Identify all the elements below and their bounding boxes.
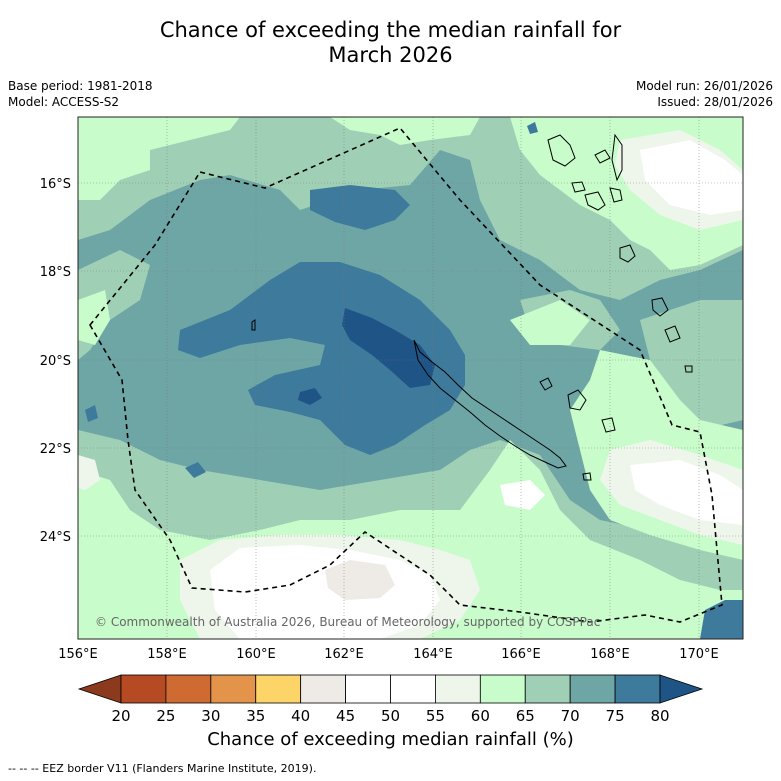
model-run: Model run: 26/01/2026: [635, 79, 773, 93]
colorbar-extend-low: [77, 674, 122, 704]
colorbar-segment: [255, 674, 302, 704]
colorbar-segment: [390, 674, 436, 704]
meta-right: Model run: 26/01/2026 Issued: 28/01/2026: [636, 78, 773, 110]
field-45-55-east: [500, 480, 545, 510]
colorbar-segment: [210, 674, 257, 704]
colorbar-tick-label: 30: [201, 707, 220, 725]
field-45-55-ne: [640, 140, 743, 215]
colorbar-tick-label: 50: [381, 707, 400, 725]
field-45-55-se: [630, 460, 743, 525]
lon-label: 158°E: [147, 647, 187, 662]
colorbar-tick-label: 55: [426, 707, 445, 725]
field-40-45-south: [325, 560, 395, 600]
colorbar-segment: [479, 674, 526, 704]
field-60-65-north-west: [78, 117, 240, 200]
colorbar-title: Chance of exceeding median rainfall (%): [207, 729, 574, 750]
small-island-west: [251, 319, 256, 331]
colorbar: 20 25 30 35 40 45 50 55 60 65 70 75 80: [77, 674, 704, 725]
lat-label: 22°S: [40, 442, 71, 457]
field-60-65-east-mid: [510, 300, 590, 345]
field-75-80-small-west: [85, 405, 98, 422]
map-title-line2: March 2026: [328, 43, 453, 67]
loyalty-island-1: [539, 377, 553, 391]
colorbar-segment: [345, 674, 391, 704]
vanuatu-9: [664, 325, 681, 343]
longitude-labels: 156°E 158°E 160°E 162°E 164°E 166°E 168°…: [58, 647, 719, 662]
loyalty-island-2: [567, 389, 587, 411]
map-title-line1: Chance of exceeding the median rainfall …: [159, 18, 622, 42]
issued-date: Issued: 28/01/2026: [657, 95, 773, 109]
field-75-80-ne-small: [527, 122, 538, 134]
colorbar-segment: [300, 674, 346, 704]
colorbar-extend-high: [659, 674, 704, 704]
vanuatu-7: [619, 244, 636, 263]
lon-label: 166°E: [501, 647, 541, 662]
colorbar-segment: [614, 674, 661, 704]
eez-footnote: -- -- -- EEZ border V11 (Flanders Marine…: [8, 762, 317, 775]
field-55-60-west: [78, 455, 100, 490]
vanuatu-6: [609, 187, 623, 203]
lon-label: 168°E: [590, 647, 630, 662]
map-frame: [77, 116, 744, 640]
lat-label: 24°S: [40, 530, 71, 545]
field-60-65-north-mid: [330, 117, 480, 145]
colorbar-segment: [120, 674, 167, 704]
field-60-65-west: [78, 290, 110, 345]
field-75-80-central: [178, 262, 465, 455]
colorbar-tick-label: 25: [156, 707, 175, 725]
lon-label: 164°E: [413, 647, 453, 662]
meta-left: Base period: 1981-2018 Model: ACCESS-S2: [8, 78, 153, 110]
colorbar-tick-label: 45: [336, 707, 355, 725]
colorbar-tick-label: 35: [246, 707, 265, 725]
field-80-small: [298, 388, 322, 405]
field-80-core: [342, 308, 435, 388]
lat-label: 18°S: [40, 265, 71, 280]
vanuatu-3: [611, 133, 623, 182]
loyalty-island-3: [601, 417, 616, 433]
colorbar-tick-label: 60: [471, 707, 490, 725]
coastlines: [251, 133, 693, 481]
probability-field: [78, 117, 743, 639]
vanuatu-8: [651, 297, 669, 317]
lat-label: 20°S: [40, 354, 71, 369]
new-caledonia-outline: [413, 339, 567, 469]
field-75-80-small-sw: [185, 462, 206, 478]
colorbar-segment: [569, 674, 616, 704]
model-name: Model: ACCESS-S2: [8, 95, 120, 109]
eez-border: [89, 127, 723, 623]
isle-of-pines: [582, 472, 592, 481]
base-period: Base period: 1981-2018: [8, 79, 153, 93]
vanuatu-2: [594, 149, 611, 164]
latitude-labels: 16°S 18°S 20°S 22°S 24°S: [40, 177, 71, 545]
colorbar-tick-label: 40: [291, 707, 310, 725]
colorbar-tick-label: 75: [606, 707, 625, 725]
copyright-text: © Commonwealth of Australia 2026, Bureau…: [95, 615, 600, 629]
colorbar-tick-label: 20: [111, 707, 130, 725]
lon-label: 160°E: [236, 647, 276, 662]
lon-label: 170°E: [679, 647, 719, 662]
colorbar-tick-label: 70: [561, 707, 580, 725]
vanuatu-5: [584, 191, 606, 211]
colorbar-tick-label: 80: [650, 707, 669, 725]
vanuatu-4: [571, 181, 586, 193]
field-75-80-north: [310, 185, 410, 230]
colorbar-segment: [165, 674, 212, 704]
colorbar-segment: [435, 674, 481, 704]
lon-label: 156°E: [58, 647, 98, 662]
lat-label: 16°S: [40, 177, 71, 192]
colorbar-tick-label: 65: [516, 707, 535, 725]
map-title: Chance of exceeding the median rainfall …: [0, 18, 781, 68]
vanuatu-10: [684, 365, 693, 373]
lon-label: 162°E: [324, 647, 364, 662]
colorbar-segment: [524, 674, 571, 704]
vanuatu-1: [547, 134, 576, 167]
